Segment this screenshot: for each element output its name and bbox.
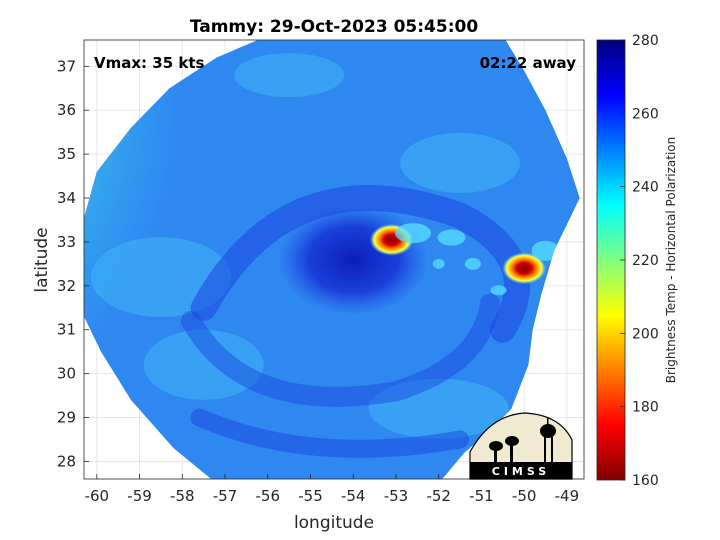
rain-band — [190, 408, 470, 458]
chart-title: Tammy: 29-Oct-2023 05:45:00 — [190, 17, 478, 37]
y-tick-label: 29 — [57, 409, 76, 427]
x-tick-label: -57 — [213, 487, 238, 505]
x-tick-label: -58 — [170, 487, 195, 505]
y-tick-label: 30 — [57, 365, 76, 383]
logo-text: CIMSS — [492, 465, 550, 478]
convective-fragment — [464, 257, 481, 270]
colorbar-tick-label: 160 — [632, 473, 659, 489]
y-tick-label: 35 — [57, 145, 76, 163]
convective-fragment — [432, 258, 445, 269]
cloud-patch — [400, 132, 521, 193]
vmax-annotation: Vmax: 35 kts — [94, 54, 204, 72]
rain-band — [180, 293, 500, 407]
y-tick-label: 31 — [57, 321, 76, 339]
cloud-patch — [143, 329, 264, 400]
x-tick-label: -50 — [512, 487, 537, 505]
colorbar-ticks: 160 180 200 220 240 260 280 — [620, 33, 659, 489]
colorbar-tick-label: 280 — [632, 33, 659, 49]
y-tick-label: 36 — [57, 101, 76, 119]
convective-fragment — [490, 285, 507, 296]
convective-fragment — [531, 240, 560, 261]
x-tick-label: -53 — [384, 487, 409, 505]
convective-cell — [502, 252, 547, 285]
cimss-logo: CIMSS — [469, 412, 573, 480]
x-tick-label: -49 — [555, 487, 580, 505]
colorbar-tick-label: 200 — [632, 326, 659, 342]
storm-center — [278, 204, 429, 315]
y-axis: 28 29 30 31 32 33 34 35 36 37 — [57, 57, 89, 470]
x-tick-label: -51 — [469, 487, 494, 505]
convective-fragment — [437, 229, 466, 246]
x-tick-label: -52 — [426, 487, 451, 505]
y-axis-label: latitude — [32, 227, 52, 292]
y-tick-label: 28 — [57, 452, 76, 470]
colorbar-tick-label: 240 — [632, 180, 659, 196]
y-tick-label: 33 — [57, 233, 76, 251]
convective-fragment — [395, 223, 432, 244]
cloud-patch — [368, 378, 509, 439]
time-away-annotation: 02:22 away — [480, 54, 577, 72]
colorbar-tick-label: 180 — [632, 400, 659, 416]
colorbar-tick-label: 220 — [632, 253, 659, 269]
y-tick-label: 37 — [57, 57, 76, 75]
colorbar-label: Brightness Temp - Horizontal Polarizatio… — [664, 137, 678, 384]
x-tick-label: -54 — [341, 487, 366, 505]
y-tick-label: 32 — [57, 277, 76, 295]
x-axis: -60 -59 -58 -57 -56 -55 -54 -53 -52 -51 -50 -49 — [85, 474, 580, 505]
plot-frame — [83, 39, 585, 480]
x-axis-label: longitude — [294, 513, 374, 533]
colorbar-tick-label: 260 — [632, 106, 659, 122]
cloud-patch — [234, 53, 345, 98]
y-tick-label: 34 — [57, 189, 76, 207]
x-tick-label: -59 — [127, 487, 152, 505]
x-tick-label: -56 — [256, 487, 281, 505]
x-tick-label: -60 — [85, 487, 110, 505]
x-tick-label: -55 — [298, 487, 323, 505]
